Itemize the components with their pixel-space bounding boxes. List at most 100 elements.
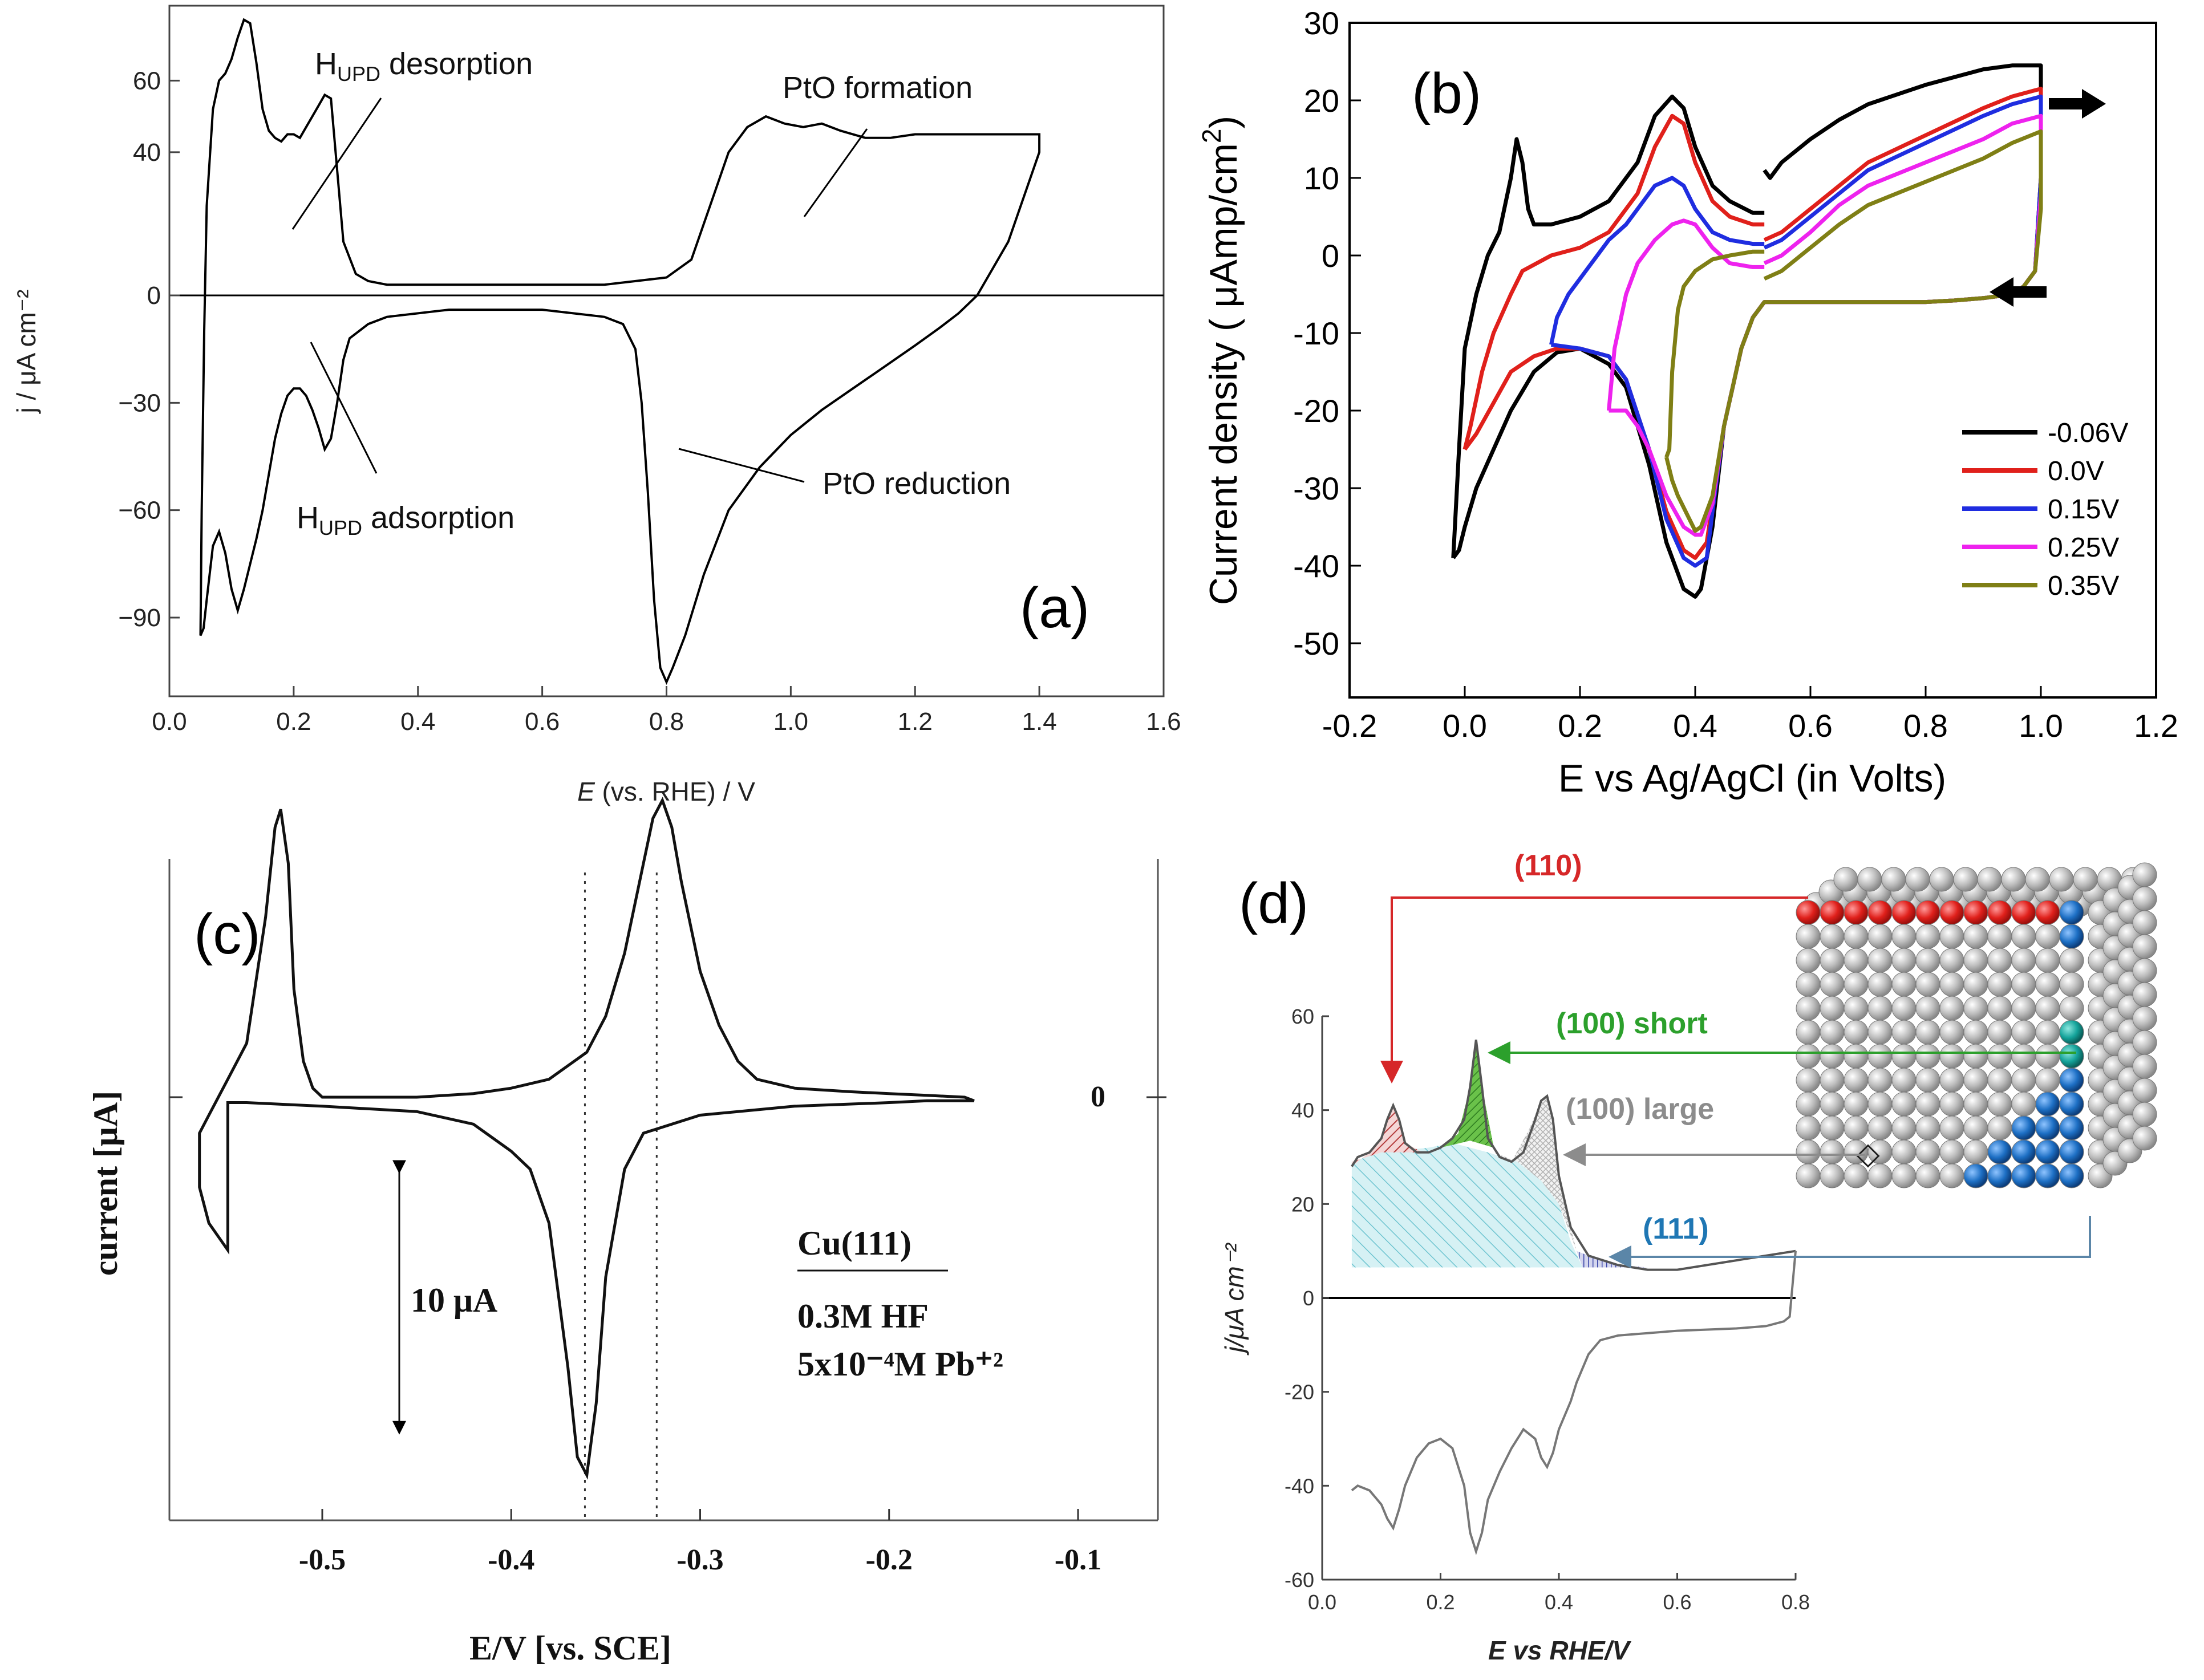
atom — [1844, 1020, 1869, 1045]
atom — [1844, 1068, 1869, 1093]
atom — [1987, 1091, 2012, 1117]
anno-leader-ptoreduction — [678, 448, 805, 483]
atom — [1844, 1163, 1869, 1188]
plot-d-facet-fills — [1351, 1040, 1648, 1268]
atom — [2035, 1020, 2060, 1045]
atom — [1939, 1115, 1964, 1141]
atom — [1796, 1091, 1821, 1117]
atom — [1820, 924, 1845, 949]
plot-c-scale-bar-label: 10 μA — [411, 1281, 497, 1319]
plot-c-cv-curve — [198, 797, 975, 1480]
plot-b-xtick-label: 0.2 — [1558, 708, 1602, 744]
atom — [2059, 972, 2084, 997]
plot-c-legend-title: Cu(111) — [797, 1224, 911, 1262]
atom — [1939, 1139, 1964, 1164]
atom — [2035, 1139, 2060, 1164]
plot-d-xtick-label: 0.8 — [1781, 1590, 1810, 1614]
plot-d-ylabel: j/μA cm⁻² — [1220, 1243, 1249, 1356]
atom — [1891, 900, 1917, 925]
atom — [1867, 1044, 1893, 1069]
atom — [2059, 924, 2084, 949]
plot-b-series-1 — [1463, 87, 2043, 560]
atom — [1796, 924, 1821, 949]
atom — [2132, 886, 2157, 911]
atom — [1963, 1115, 1988, 1141]
plot-a-ytick-label: −30 — [118, 389, 161, 417]
atom — [1987, 1163, 2012, 1188]
atom — [2011, 972, 2036, 997]
atom — [1796, 1163, 1821, 1188]
atom — [2059, 1091, 2084, 1117]
atom — [1867, 924, 1893, 949]
plot-d-ytick-label: 60 — [1291, 1005, 1314, 1028]
atom — [1915, 1091, 1940, 1117]
atom — [2025, 867, 2050, 892]
atom — [1881, 867, 1906, 892]
atom — [1820, 1139, 1845, 1164]
plot-d-cv-curves — [1351, 1039, 1797, 1556]
atom — [1844, 1044, 1869, 1069]
plot-a-xtick-label: 1.4 — [1022, 708, 1057, 736]
atom — [1796, 1068, 1821, 1093]
atom — [1915, 1068, 1940, 1093]
plot-b-frame — [1348, 22, 2157, 699]
atom — [2132, 1030, 2157, 1055]
atom — [1929, 867, 1954, 892]
atom — [1987, 924, 2012, 949]
atom — [1867, 996, 1893, 1021]
atom — [1867, 1163, 1893, 1188]
plot-c-xlabel: E/V [vs. SCE] — [469, 1629, 671, 1667]
plot-a-cv-curve — [199, 18, 1041, 685]
plot-c-xtick-label: -0.1 — [1055, 1544, 1101, 1576]
plot-d-xtick-label: 0.4 — [1545, 1590, 1573, 1614]
atom — [1939, 1163, 1964, 1188]
plot-b-xtick-label: 0.4 — [1673, 708, 1717, 744]
atom — [1867, 1139, 1893, 1164]
atom — [1915, 1020, 1940, 1045]
atom — [1844, 996, 1869, 1021]
arrow-left-icon — [1990, 277, 2047, 307]
atom — [2059, 1068, 2084, 1093]
plot-d-xtick-label: 0.2 — [1426, 1590, 1455, 1614]
atom — [1963, 948, 1988, 973]
plot-b-ytick-label: -40 — [1293, 548, 1339, 584]
atom — [1796, 1020, 1821, 1045]
atom — [1796, 1115, 1821, 1141]
facet-label-100-large: (100) large — [1566, 1093, 1714, 1126]
atom — [2132, 1126, 2157, 1151]
plot-a-xtick-label: 0.6 — [525, 708, 560, 736]
anno-hupd-desorption: HUPD desorption — [315, 47, 533, 86]
arrow-right-icon — [2049, 89, 2106, 119]
atom — [2132, 982, 2157, 1007]
panel-label-a: (a) — [1020, 576, 1089, 640]
atom — [2035, 900, 2060, 925]
atom — [1939, 924, 1964, 949]
atom — [2059, 1115, 2084, 1141]
atom — [1867, 900, 1893, 925]
atom — [2035, 972, 2060, 997]
atom — [1939, 1091, 1964, 1117]
anno-leader-desorption — [291, 98, 382, 230]
legend-label: 0.35V — [2048, 571, 2119, 601]
legend-label: 0.25V — [2048, 533, 2119, 563]
atom — [1987, 900, 2012, 925]
atom — [1987, 948, 2012, 973]
atom — [2011, 1139, 2036, 1164]
atom — [1963, 972, 1988, 997]
atom — [2011, 1068, 2036, 1093]
plot-b-series-4 — [1664, 129, 2043, 533]
atom — [2035, 1068, 2060, 1093]
plot-b-ytick-label: 10 — [1304, 160, 1339, 196]
atom — [1915, 1163, 1940, 1188]
atom — [1820, 1020, 1845, 1045]
plot-c-legend-line-2: 5x10⁻⁴M Pb⁺² — [797, 1345, 1003, 1383]
facet-label-100-short: (100) short — [1556, 1007, 1708, 1040]
atom — [1844, 900, 1869, 925]
atom — [2059, 1044, 2084, 1069]
atom — [1963, 924, 1988, 949]
atom — [1915, 948, 1940, 973]
plot-a-xtick-label: 1.0 — [773, 708, 808, 736]
plot-d-xlabel: E vs RHE/V — [1488, 1636, 1631, 1665]
atom — [2035, 996, 2060, 1021]
atom — [1953, 867, 1978, 892]
